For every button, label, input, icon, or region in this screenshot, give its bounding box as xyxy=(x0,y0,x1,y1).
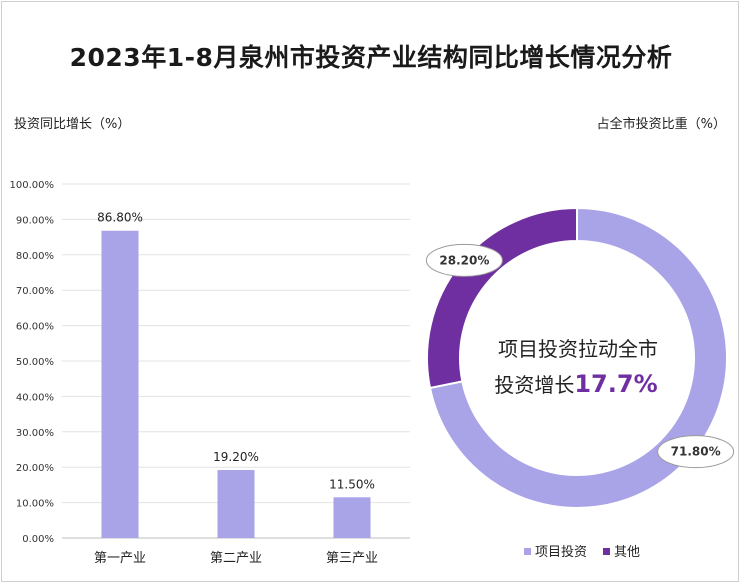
bar-y-tick-label: 100.00% xyxy=(10,180,55,191)
bar-series xyxy=(101,230,371,538)
bar-data-label: 11.50% xyxy=(329,477,375,491)
legend-label: 项目投资 xyxy=(535,544,587,560)
bar xyxy=(333,497,371,538)
chart-title: 2023年1-8月泉州市投资产业结构同比增长情况分析 xyxy=(69,43,673,72)
bar-y-tick-label: 10.00% xyxy=(16,499,54,510)
donut-slice xyxy=(428,206,728,509)
bar-y-tick-label: 60.00% xyxy=(16,322,54,333)
donut-slice xyxy=(426,206,578,390)
legend-swatch xyxy=(524,548,531,555)
donut-slices xyxy=(426,206,728,509)
bar xyxy=(101,230,139,538)
donut-slice-label: 71.80% xyxy=(671,445,721,459)
bar-y-ticks: 0.00% 10.00% 20.00% 30.00% 40.00% 50.00% 60.00… xyxy=(10,180,55,545)
bar-y-tick-label: 50.00% xyxy=(16,357,54,368)
bar-y-tick-label: 70.00% xyxy=(16,286,54,297)
donut-center-text-line1: 项目投资拉动全市 xyxy=(498,337,658,361)
donut-center-highlight: 17.7% xyxy=(574,370,657,398)
bar-y-tick-label: 90.00% xyxy=(16,215,54,226)
donut-label: 占全市投资比重（%） xyxy=(596,117,726,132)
donut-center-text-prefix: 投资增长 xyxy=(494,373,574,397)
bar-y-tick-label: 30.00% xyxy=(16,428,54,439)
donut-legend: 项目投资 其他 xyxy=(524,544,640,560)
bar xyxy=(217,470,255,538)
donut-slice-label: 28.20% xyxy=(439,253,489,267)
bar-categories: 第一产业 第二产业 第三产业 xyxy=(94,551,378,566)
bar-data-labels: 86.80% 19.20% 11.50% xyxy=(97,211,375,492)
bar-category-label: 第二产业 xyxy=(210,551,262,566)
legend-swatch xyxy=(603,548,610,555)
bar-data-label: 86.80% xyxy=(97,211,143,225)
donut-label-bubble xyxy=(657,435,735,469)
bar-y-tick-label: 40.00% xyxy=(16,392,54,403)
bar-category-label: 第一产业 xyxy=(94,551,146,566)
bar-data-label: 19.20% xyxy=(213,450,259,464)
bar-y-tick-label: 0.00% xyxy=(22,534,54,545)
bar-y-tick-label: 80.00% xyxy=(16,251,54,262)
bar-y-tick-label: 20.00% xyxy=(16,463,54,474)
donut-center-text-line2: 投资增长17.7% xyxy=(494,370,657,398)
donut-label-bubble xyxy=(425,243,503,277)
legend-label: 其他 xyxy=(614,545,640,560)
bar-y-axis-label: 投资同比增长（%） xyxy=(14,117,131,132)
bar-category-label: 第三产业 xyxy=(326,551,378,566)
donut-slice-labels: 71.80% 28.20% xyxy=(425,243,735,469)
